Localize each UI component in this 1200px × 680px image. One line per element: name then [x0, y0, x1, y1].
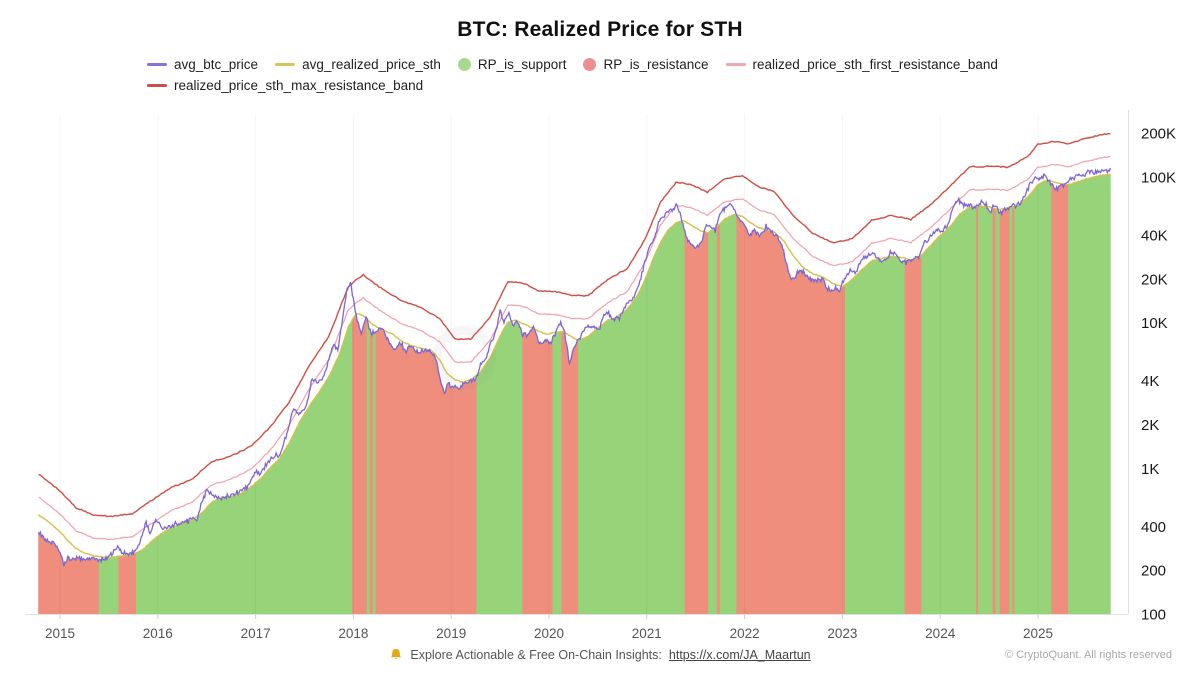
year-gridlines [59, 114, 1039, 614]
x-axis-year-label: 2025 [1023, 626, 1053, 641]
legend-label: realized_price_sth_max_resistance_band [174, 78, 424, 93]
avg-realized-price-line [37, 173, 1111, 559]
page-title: BTC: Realized Price for STH [457, 18, 743, 41]
zone-support [995, 208, 1001, 615]
zone-resistance [522, 327, 554, 615]
avg-btc-price-line [37, 167, 1112, 567]
zone-support [366, 318, 371, 615]
copyright-text: © CryptoQuant. All rights reserved [1004, 649, 1172, 661]
zone-resistance [716, 223, 721, 615]
legend-swatch-line [725, 63, 746, 66]
zone-resistance [369, 328, 374, 615]
zone-resistance [38, 531, 100, 615]
zone-resistance [736, 214, 846, 615]
zone-resistance [904, 254, 922, 615]
legend-item-avg_btc_price[interactable]: avg_btc_price [147, 57, 258, 72]
legend-swatch-line [275, 63, 296, 66]
zone-support [476, 320, 523, 615]
y-axis-tick-label: 2K [1141, 417, 1159, 434]
legend-label: avg_realized_price_sth [302, 57, 441, 72]
y-axis-labels: 100 200 400 1K 2K 4K 10K 20K 40K 100K 200K [1141, 126, 1176, 624]
legend-swatch-dot [457, 58, 471, 71]
max-resistance-band-line [38, 132, 1111, 518]
x-axis-year-label: 2024 [925, 626, 956, 641]
footer-note: Explore Actionable & Free On-Chain Insig… [0, 648, 1200, 662]
legend-item-avg_realized_price_sth[interactable]: avg_realized_price_sth [275, 57, 441, 72]
zone-support [1014, 180, 1052, 615]
zone-resistance [375, 328, 477, 615]
zone-support [1068, 173, 1111, 615]
x-axis-year-label: 2020 [534, 626, 564, 641]
x-axis-year-label: 2019 [436, 626, 466, 641]
x-axis-year-label: 2021 [632, 626, 662, 641]
zone-resistance [561, 330, 579, 615]
legend-label: RP_is_support [477, 57, 567, 72]
zone-resistance [1051, 183, 1069, 615]
legend-label: realized_price_sth_first_resistance_band [752, 57, 998, 72]
y-axis-tick-label: 40K [1141, 227, 1168, 244]
x-axis-year-label: 2017 [241, 626, 271, 641]
zone-support [1009, 205, 1013, 615]
x-axis-year-label: 2018 [338, 626, 368, 641]
zone-resistance [684, 230, 709, 615]
legend-label: avg_btc_price [174, 57, 259, 72]
first-resistance-band-line [38, 155, 1111, 541]
zone-support [921, 205, 977, 615]
legend-row-1: avg_btc_price avg_realized_price_sth RP_is… [147, 57, 1107, 72]
zone-support [978, 205, 994, 615]
y-axis-tick-label: 1K [1141, 461, 1159, 478]
footer-text: Explore Actionable & Free On-Chain Insig… [410, 648, 662, 662]
x-axis-labels: 2015 2016 2017 2018 2019 2020 2021 2022 2023 2024… [45, 626, 1053, 641]
axes [25, 110, 1129, 619]
zone-support [372, 330, 377, 615]
legend-row-2: realized_price_sth_max_resistance_band [147, 78, 1107, 93]
legend-item-realized_price_sth_first_resistance_band[interactable]: realized_price_sth_first_resistance_band [725, 57, 998, 72]
x-axis-year-label: 2016 [143, 626, 173, 641]
legend-item-realized_price_sth_max_resistance_band[interactable]: realized_price_sth_max_resistance_band [147, 78, 423, 93]
series-lines [37, 132, 1112, 567]
legend-swatch-line [147, 63, 167, 66]
zone-resistance [118, 551, 137, 615]
legend-swatch-dot [583, 58, 597, 71]
legend-item-RP_is_support[interactable]: RP_is_support [457, 57, 567, 72]
zone-fills [38, 173, 1111, 615]
y-axis-tick-label: 200K [1141, 126, 1176, 143]
zone-support [708, 225, 718, 615]
bell-icon [391, 649, 402, 660]
zone-resistance [352, 314, 368, 615]
y-axis-tick-label: 100K [1141, 169, 1176, 186]
x-axis-year-label: 2022 [730, 626, 760, 641]
zone-support [136, 319, 353, 615]
zone-support [552, 331, 562, 615]
y-axis-tick-label: 200 [1141, 563, 1166, 580]
zone-support [578, 220, 686, 615]
footer-link[interactable]: https://x.com/JA_Maartun [668, 648, 811, 662]
zone-support [719, 213, 738, 615]
chart-legend: avg_btc_price avg_realized_price_sth RP_is… [147, 57, 1107, 99]
x-axis-year-label: 2023 [827, 626, 857, 641]
x-axis-year-label: 2015 [45, 626, 75, 641]
y-axis-tick-label: 4K [1141, 373, 1159, 390]
zone-support [845, 255, 906, 615]
y-axis-tick-label: 10K [1141, 315, 1168, 332]
legend-label: RP_is_resistance [603, 57, 709, 72]
zone-resistance [999, 206, 1010, 615]
legend-item-RP_is_resistance[interactable]: RP_is_resistance [583, 57, 709, 72]
zone-resistance [992, 208, 997, 615]
y-axis-tick-label: 400 [1141, 519, 1166, 536]
zone-support [98, 555, 119, 615]
y-axis-tick-label: 20K [1141, 271, 1168, 288]
y-axis-tick-label: 100 [1141, 607, 1166, 624]
legend-swatch-line [147, 84, 167, 87]
